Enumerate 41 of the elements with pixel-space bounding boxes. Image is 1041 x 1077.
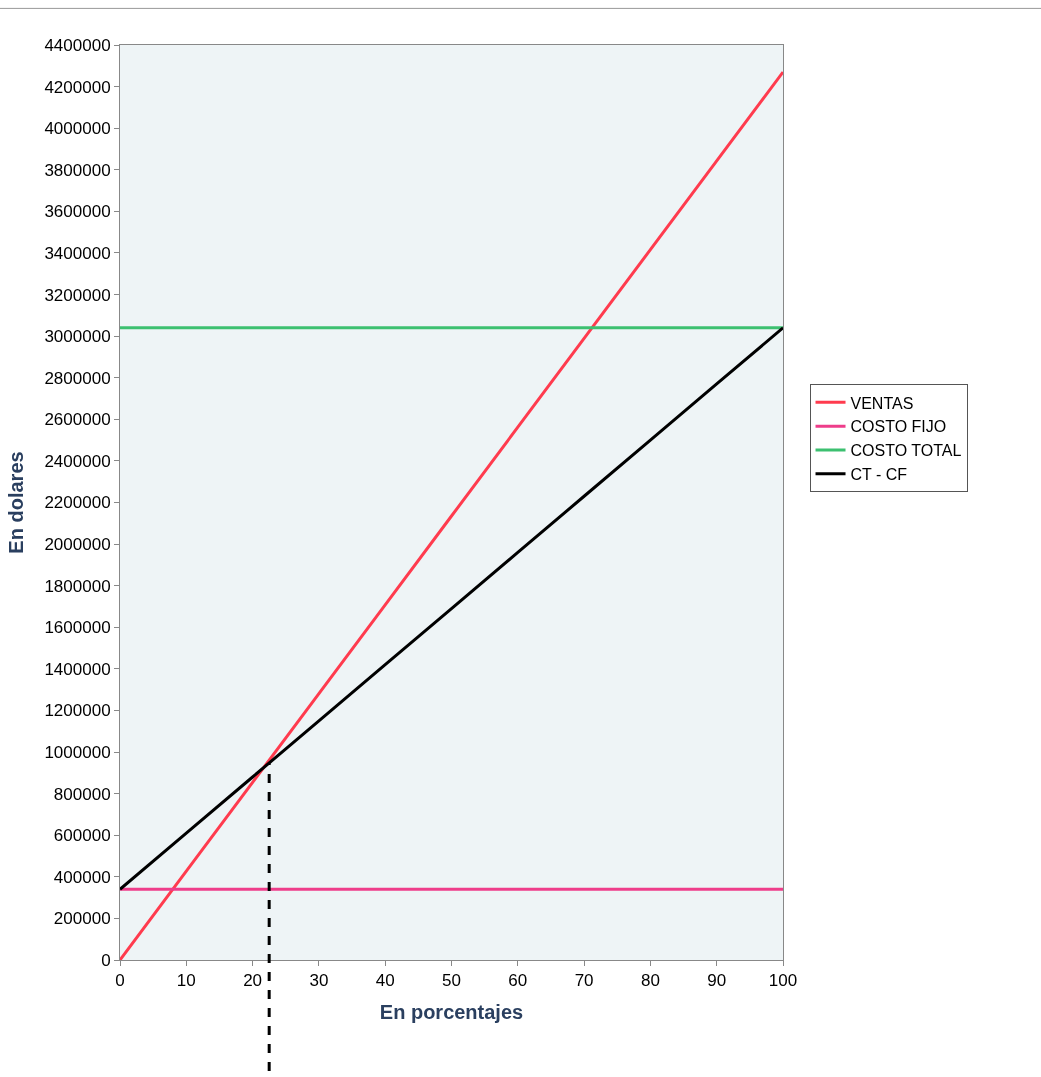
y-tick-label: 3000000: [44, 327, 111, 347]
y-tick-label: 2200000: [44, 493, 111, 513]
legend-label: COSTO FIJO: [850, 418, 947, 436]
y-tick-label: 3800000: [44, 160, 111, 180]
y-tick-label: 400000: [53, 867, 111, 887]
y-tick-label: 2000000: [44, 535, 111, 555]
y-tick-label: 3400000: [44, 243, 111, 263]
y-tick-label: 0: [101, 950, 111, 970]
y-axis-title: En dolares: [4, 451, 27, 554]
legend-label: VENTAS: [850, 394, 914, 412]
x-tick-label: 30: [309, 971, 329, 991]
x-tick-label: 60: [508, 971, 528, 991]
x-tick-label: 70: [574, 971, 594, 991]
y-tick-label: 2800000: [44, 368, 111, 388]
y-tick-label: 1400000: [44, 659, 111, 679]
y-tick-label: 2400000: [44, 451, 111, 471]
x-tick-label: 10: [176, 971, 196, 991]
x-tick-label: 100: [768, 971, 798, 991]
legend-label: CT - CF: [850, 465, 908, 483]
x-tick-label: 40: [375, 971, 395, 991]
x-tick-label: 90: [707, 971, 727, 991]
y-tick-label: 4200000: [44, 77, 111, 97]
line-series: [120, 70, 783, 960]
y-tick-label: 2600000: [44, 410, 111, 430]
y-tick-label: 800000: [53, 784, 111, 804]
x-tick-label: 0: [115, 971, 125, 991]
x-tick-label: 20: [243, 971, 263, 991]
x-tick-label: 50: [442, 971, 461, 991]
y-tick-label: 3200000: [44, 285, 111, 305]
x-axis-title: En porcentajes: [379, 1000, 524, 1023]
legend-label: COSTO TOTAL: [850, 442, 962, 460]
y-tick-label: 200000: [53, 909, 111, 929]
x-tick-label: 80: [640, 971, 660, 991]
y-tick-label: 1800000: [44, 576, 111, 596]
y-tick-label: 1200000: [44, 701, 111, 721]
y-tick-label: 4000000: [44, 119, 111, 139]
y-tick-label: 1600000: [44, 618, 111, 638]
y-tick-label: 600000: [53, 826, 111, 846]
y-tick-label: 3600000: [44, 202, 111, 222]
y-tick-label: 1000000: [44, 743, 111, 762]
y-tick-label: 4400000: [44, 35, 111, 55]
